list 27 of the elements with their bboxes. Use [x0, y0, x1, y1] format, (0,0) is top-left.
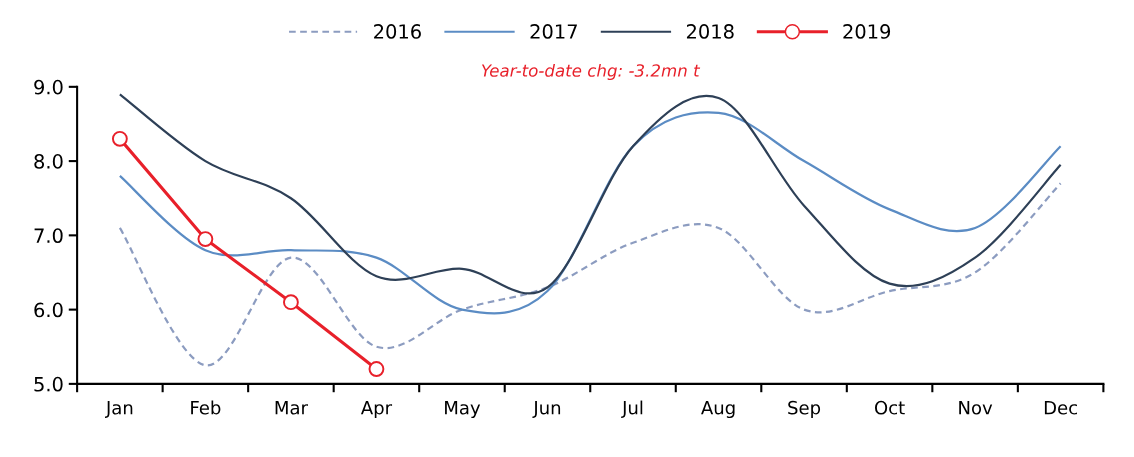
legend-label: 2017: [530, 24, 577, 39]
x-tick-label: Dec: [1044, 401, 1077, 415]
point: [111, 130, 128, 147]
line-series: [118, 182, 1062, 367]
y-tick-label: 7.0: [34, 228, 63, 244]
x-tick-label: Mar: [275, 401, 308, 415]
x-tick-label: May: [445, 401, 481, 419]
y-tick-label: 8.0: [34, 154, 63, 169]
x-tick-label: Feb: [191, 400, 221, 415]
legend-label: 2019: [843, 24, 891, 39]
point: [368, 361, 385, 377]
y-tick-label: 5.0: [34, 376, 63, 392]
point: [283, 294, 299, 311]
legend-label: 2016: [374, 24, 421, 39]
x-tick-label: Aug: [701, 401, 735, 419]
x-tick-label: Sep: [788, 400, 821, 419]
x-tick-label: Jun: [532, 401, 561, 418]
x-tick-label: Nov: [959, 401, 993, 415]
y-tick-label: 6.0: [34, 302, 63, 318]
x-tick-label: Oct: [874, 400, 905, 415]
legend-label: 2018: [686, 24, 734, 39]
point: [197, 231, 214, 247]
x-tick-label: Jul: [621, 400, 643, 418]
x-tick-label: Jan: [105, 401, 133, 418]
y-tick-label: 9.0: [34, 79, 63, 95]
text: Year-to-date chg: -3.2mn t: [481, 63, 701, 81]
x-tick-label: Apr: [360, 401, 393, 419]
